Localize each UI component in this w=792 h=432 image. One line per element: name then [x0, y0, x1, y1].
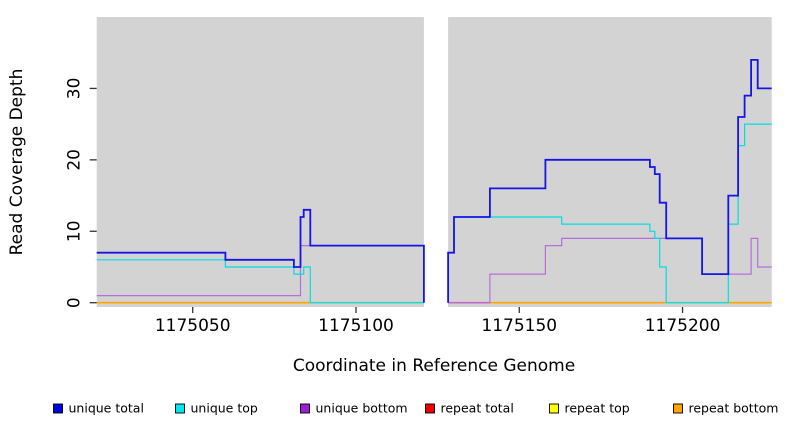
x-tick-label: 1175100 [318, 316, 394, 336]
legend-item: repeat bottom [673, 401, 779, 416]
legend-swatch-unique-bottom [300, 403, 310, 414]
legend-item: repeat total [425, 401, 514, 416]
x-tick-label: 1175150 [481, 316, 557, 336]
x-tick-label: 1175200 [645, 316, 721, 336]
x-tick-label: 1175050 [155, 316, 231, 336]
y-axis: 0 10 20 30 [65, 78, 97, 308]
legend-label: unique bottom [316, 401, 408, 416]
legend-swatch-repeat-total [425, 403, 435, 414]
series-line-unique-top [96, 259, 424, 304]
legend-swatch-repeat-bottom [673, 403, 683, 414]
legend-label: repeat top [565, 401, 630, 416]
legend-label: repeat total [441, 401, 514, 416]
x-axis-title: Coordinate in Reference Genome [293, 356, 575, 376]
legend-label: unique total [69, 401, 144, 416]
legend-item: unique total [53, 401, 144, 416]
series-line-unique-bottom [448, 237, 772, 304]
legend-label: unique top [191, 401, 258, 416]
legend-item: unique bottom [300, 401, 408, 416]
legend-item: unique top [175, 401, 258, 416]
y-axis-title: Read Coverage Depth [7, 69, 27, 256]
legend-item: repeat top [549, 401, 630, 416]
y-tick-label: 0 [65, 297, 85, 308]
legend: unique total unique top unique bottom repea… [53, 401, 779, 416]
coverage-series-lines [96, 59, 772, 304]
legend-swatch-unique-total [53, 403, 63, 414]
series-line-unique-total [96, 208, 425, 303]
x-axis: 1175050 1175100 1175150 1175200 [155, 307, 721, 336]
no-data-gap-band [423, 17, 449, 307]
y-tick-label: 20 [65, 149, 85, 171]
plot-panel-group [96, 17, 772, 307]
legend-swatch-repeat-top [549, 403, 559, 414]
y-tick-label: 10 [65, 220, 85, 242]
y-tick-label: 30 [65, 78, 85, 100]
series-line-unique-total [447, 59, 772, 303]
legend-label: repeat bottom [689, 401, 779, 416]
legend-swatch-unique-top [175, 403, 185, 414]
